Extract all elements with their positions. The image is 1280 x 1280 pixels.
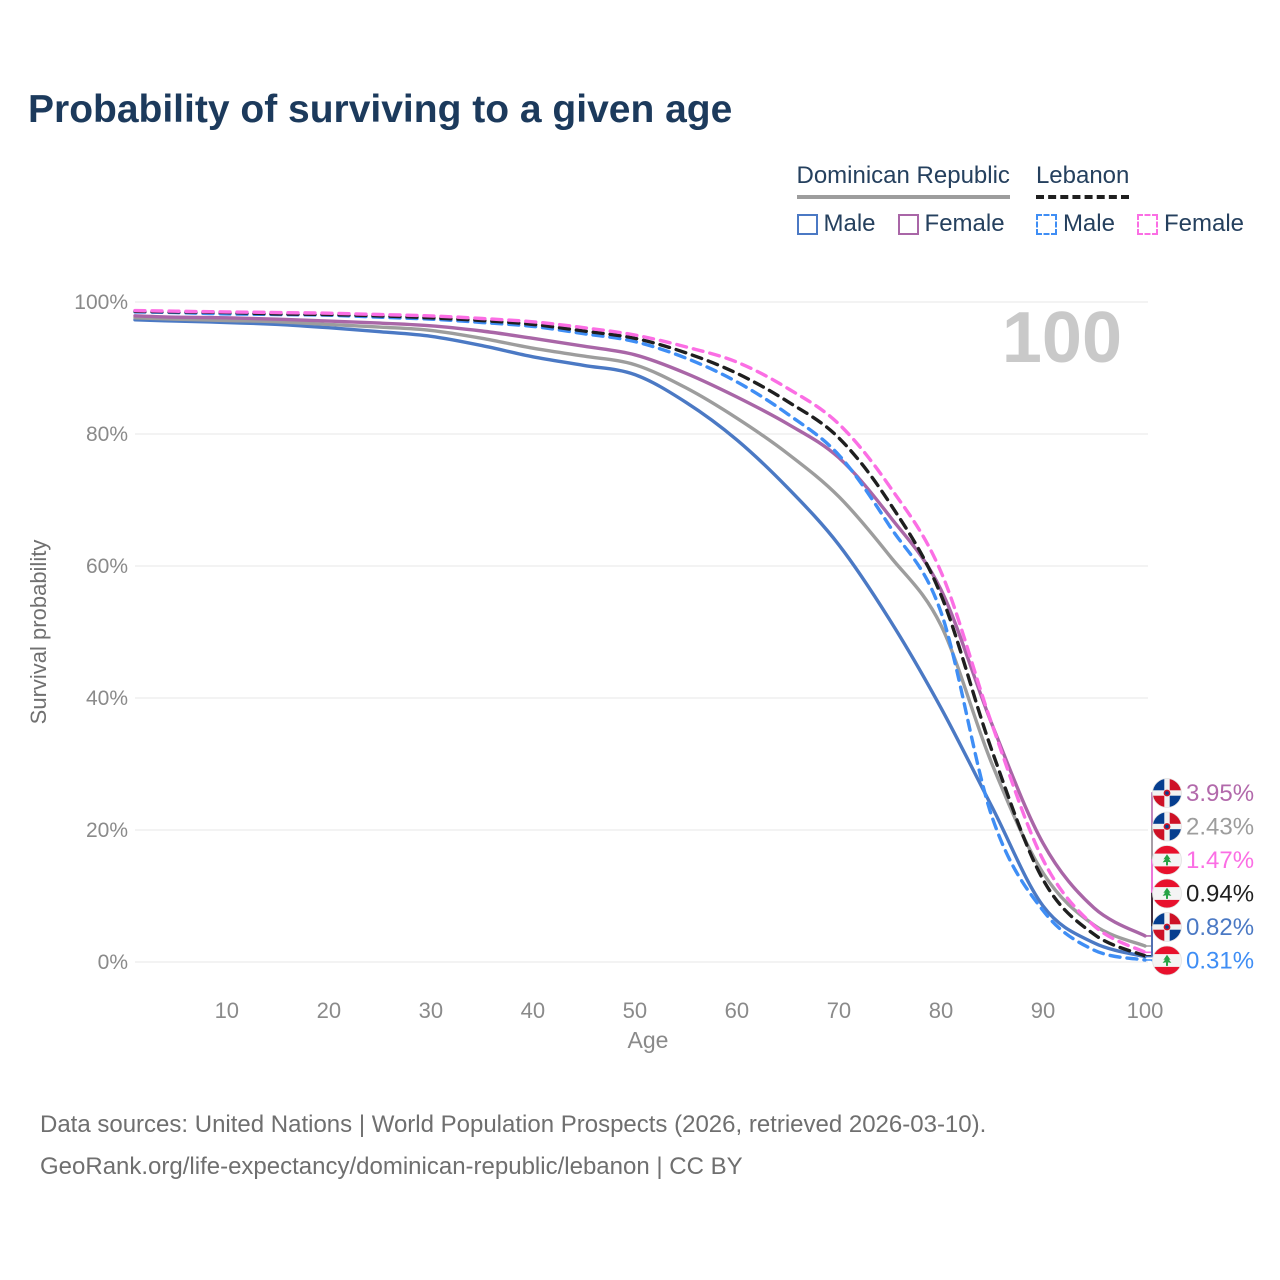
end-label-value: 2.43%	[1186, 814, 1254, 841]
dr-female-swatch-icon	[897, 213, 919, 235]
lebanon-flag-icon	[1152, 946, 1182, 976]
x-axis-title: Age	[628, 1027, 669, 1053]
x-tick-label: 10	[215, 998, 239, 1023]
attribution-line: GeoRank.org/life-expectancy/dominican-re…	[40, 1153, 743, 1180]
end-label-value: 0.82%	[1186, 914, 1254, 941]
legend-item-dr-male[interactable]: Male	[796, 210, 876, 238]
end-label-value: 1.47%	[1186, 847, 1254, 874]
series-line-dominican-republic-female	[133, 314, 1147, 938]
y-tick-label: 100%	[74, 291, 128, 314]
dominican-republic-flag-icon	[1152, 812, 1182, 842]
legend-group-lebanon: Lebanon Male Female	[1035, 162, 1244, 238]
series-line-lebanon-male	[133, 310, 1147, 962]
legend-item-label: Male	[1062, 210, 1115, 237]
chart-legend: Dominican Republic Male Female Lebanon M…	[796, 162, 1244, 238]
series-line-lebanon-both	[133, 309, 1147, 958]
end-label-value: 0.94%	[1186, 881, 1254, 908]
y-tick-label: 60%	[86, 555, 128, 578]
y-tick-label: 20%	[86, 819, 128, 842]
data-sources-line: Data sources: United Nations | World Pop…	[40, 1111, 987, 1138]
legend-heading-lebanon[interactable]: Lebanon	[1035, 162, 1130, 199]
y-axis-title: Survival probability	[26, 540, 51, 725]
page-title: Probability of surviving to a given age	[28, 88, 733, 131]
x-tick-label: 30	[419, 998, 443, 1023]
x-tick-label: 90	[1031, 998, 1055, 1023]
chart-footer: Data sources: United Nations | World Pop…	[40, 1104, 986, 1188]
y-tick-label: 40%	[86, 687, 128, 710]
series-line-dominican-republic-male	[133, 318, 1147, 959]
series-line-dominican-republic-both	[133, 316, 1147, 948]
y-tick-label: 0%	[98, 951, 128, 974]
lb-female-swatch-icon	[1136, 213, 1158, 235]
x-tick-label: 60	[725, 998, 749, 1023]
x-tick-label: 20	[317, 998, 341, 1023]
legend-item-label: Female	[924, 210, 1005, 237]
x-tick-label: 100	[1127, 998, 1164, 1023]
legend-heading-dominican-republic[interactable]: Dominican Republic	[796, 162, 1010, 199]
x-tick-label: 40	[521, 998, 545, 1023]
survival-probability-chart: 0% 20% 40% 60% 80% 100% 10 20 30 40 50 60 70 80 90 100 A…	[26, 291, 1254, 1053]
lb-male-swatch-icon	[1035, 213, 1057, 235]
dominican-republic-flag-icon	[1152, 912, 1182, 942]
legend-items-lebanon: Male Female	[1035, 210, 1244, 238]
x-tick-label: 70	[827, 998, 851, 1023]
x-tick-label: 50	[623, 998, 647, 1023]
dr-male-swatch-icon	[796, 213, 818, 235]
dominican-republic-flag-icon	[1152, 778, 1182, 808]
legend-items-dominican-republic: Male Female	[796, 210, 1010, 238]
y-tick-label: 80%	[86, 423, 128, 446]
legend-item-lb-female[interactable]: Female	[1136, 210, 1244, 238]
legend-item-label: Female	[1163, 210, 1244, 237]
x-tick-label: 80	[929, 998, 953, 1023]
legend-item-label: Male	[823, 210, 876, 237]
legend-group-dominican-republic: Dominican Republic Male Female	[796, 162, 1010, 238]
end-label-value: 3.95%	[1186, 780, 1254, 807]
series-line-lebanon-female	[133, 308, 1147, 954]
lebanon-flag-icon	[1152, 845, 1182, 875]
legend-item-lb-male[interactable]: Male	[1035, 210, 1115, 238]
legend-item-dr-female[interactable]: Female	[897, 210, 1005, 238]
end-label-value: 0.31%	[1186, 948, 1254, 975]
lebanon-flag-icon	[1152, 879, 1182, 909]
age-counter-watermark: 100	[1002, 298, 1122, 378]
